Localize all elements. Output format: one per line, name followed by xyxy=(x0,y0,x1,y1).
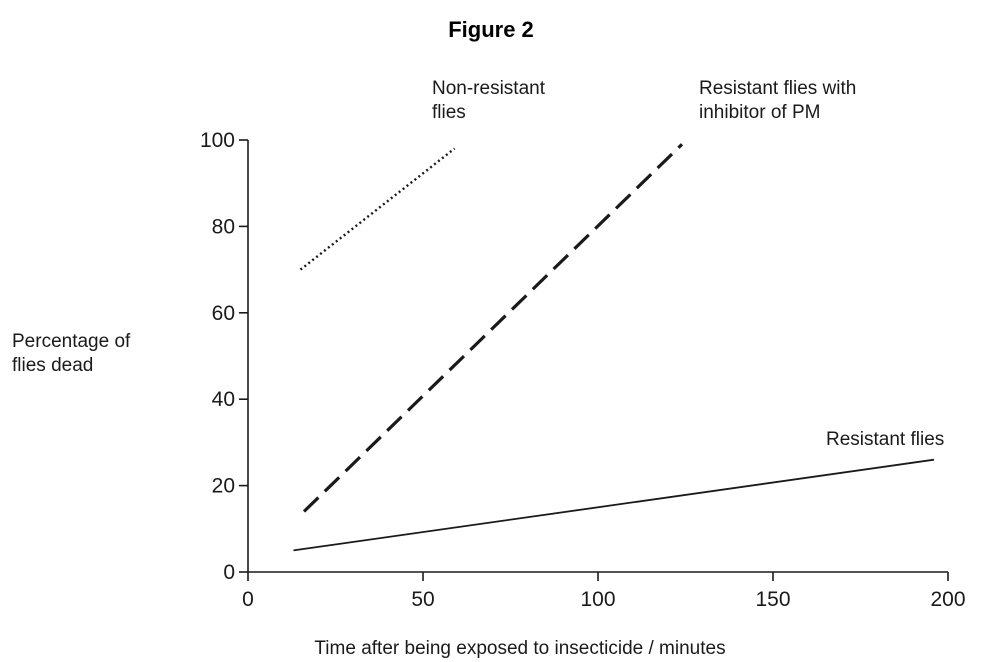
y-axis-label-line-2: flies dead xyxy=(12,355,93,376)
x-axis-label: Time after being exposed to insecticide … xyxy=(314,638,725,659)
x-tick-label: 50 xyxy=(411,588,434,611)
series-labels: Non-resistant flies Resistant flies with in… xyxy=(432,78,944,450)
series-label-dotted: Non-resistant flies xyxy=(432,78,546,123)
series-label-line: flies xyxy=(432,102,466,123)
y-axis-label-line-1: Percentage of xyxy=(12,331,131,352)
series-label-line: Resistant flies with xyxy=(699,78,856,99)
y-tick-label: 20 xyxy=(212,475,235,498)
y-tick-label: 100 xyxy=(200,129,235,152)
figure-title: Figure 2 xyxy=(448,17,534,42)
series-label-dashed: Resistant flies with inhibitor of PM xyxy=(699,78,856,123)
series-label-line: inhibitor of PM xyxy=(699,102,820,123)
series-label-line: Resistant flies xyxy=(826,429,944,450)
y-axis-ticks: 0 20 40 60 80 100 xyxy=(200,129,248,584)
series-line-dotted xyxy=(299,147,456,271)
x-tick-label: 150 xyxy=(755,588,790,611)
series-line-solid xyxy=(293,458,935,552)
plot-area: 0 20 40 60 80 100 0 50 100 150 200 Non-resistant f… xyxy=(200,78,966,611)
y-tick-label: 80 xyxy=(212,215,235,238)
x-tick-label: 0 xyxy=(242,588,254,611)
series-label-line: Non-resistant xyxy=(432,78,546,99)
x-tick-label: 200 xyxy=(930,588,965,611)
series-line-dashed xyxy=(302,143,684,513)
x-axis-ticks: 0 50 100 150 200 xyxy=(242,572,966,611)
y-tick-label: 60 xyxy=(212,302,235,325)
x-tick-label: 100 xyxy=(580,588,615,611)
series-label-solid: Resistant flies xyxy=(826,429,944,450)
y-tick-label: 40 xyxy=(212,388,235,411)
y-axis-label: Percentage of flies dead xyxy=(12,331,136,376)
series-lines xyxy=(293,143,935,552)
y-tick-label: 0 xyxy=(223,561,235,584)
